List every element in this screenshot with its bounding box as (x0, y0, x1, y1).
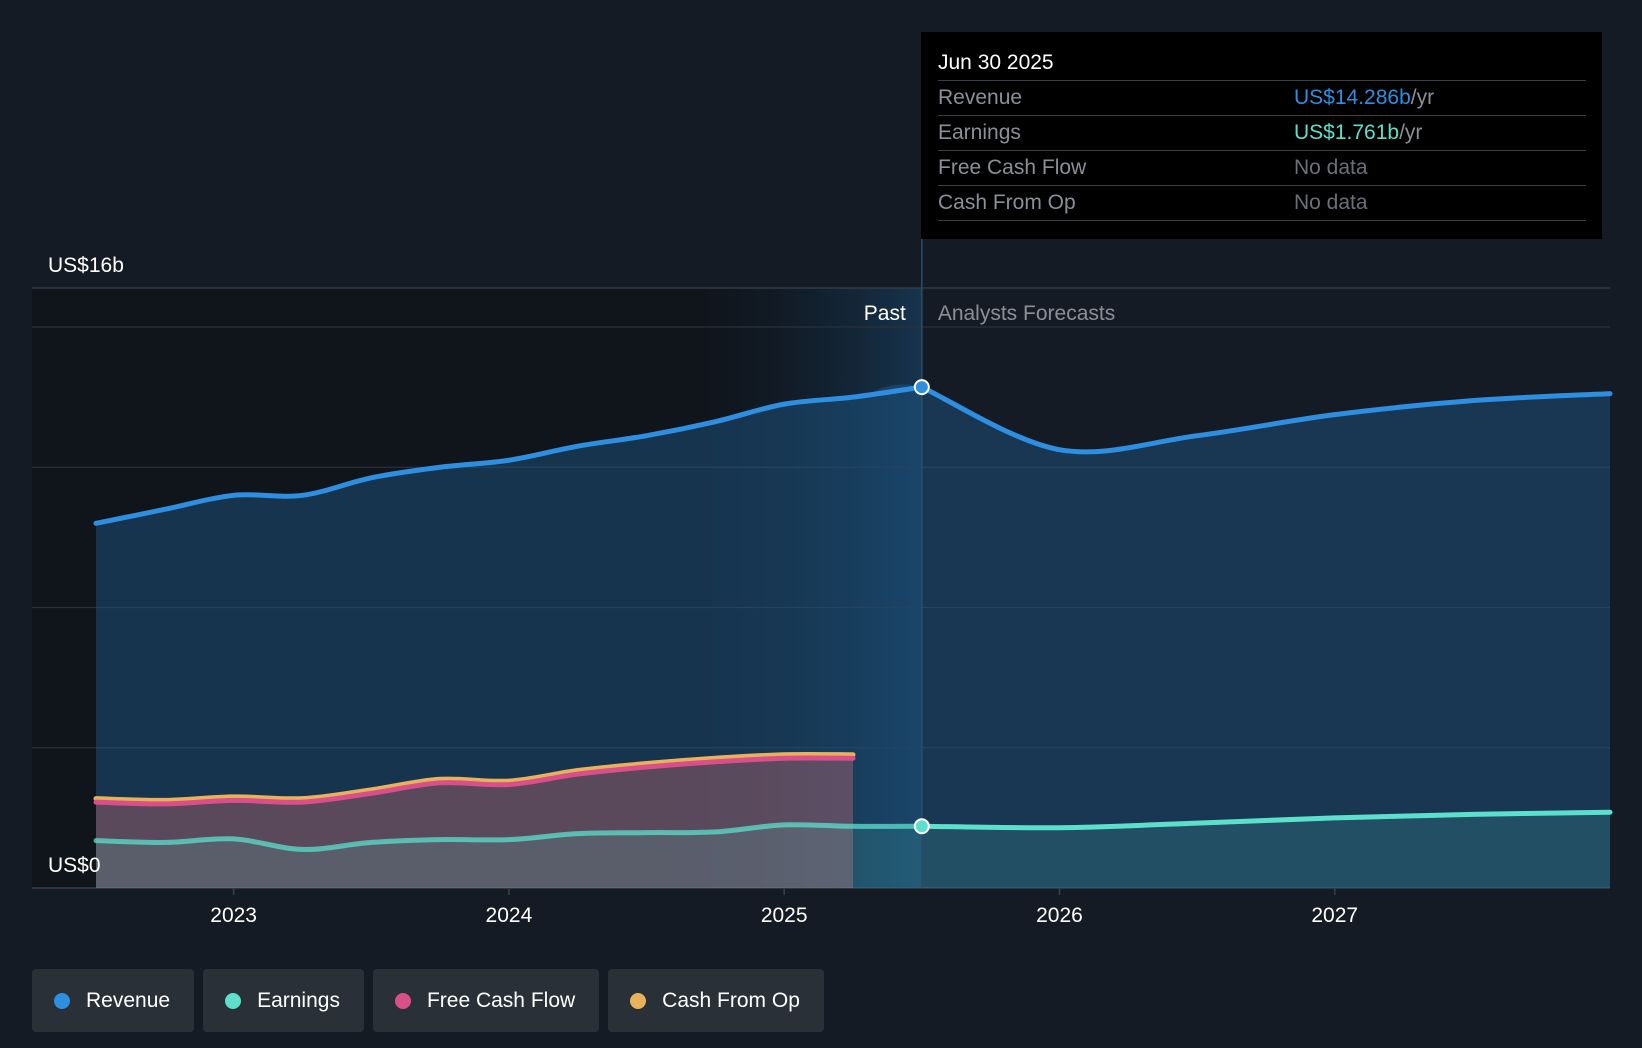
cash-from-op-dot-icon (630, 992, 647, 1009)
x-tick-label: 2023 (210, 904, 257, 927)
legend-label: Free Cash Flow (426, 988, 576, 1012)
earnings-line (93, 822, 925, 852)
legend-item-earnings[interactable]: Earnings (203, 969, 364, 1032)
tooltip-unit: /yr (1399, 121, 1423, 144)
past-shade (646, 288, 922, 888)
free-cash-flow-line (93, 755, 856, 807)
x-tick-label: 2027 (1311, 904, 1358, 927)
y-axis-zero-label: US$0 (48, 854, 101, 877)
tooltip-value: No data (1294, 191, 1368, 214)
cash-from-op-line (93, 752, 856, 803)
earnings-dot-icon (225, 992, 242, 1009)
legend: Revenue Earnings Free Cash Flow Cash Fro… (32, 969, 824, 1032)
tooltip: Jun 30 2025 Revenue US$14.286b /yr Earni… (921, 32, 1602, 239)
legend-label: Earnings (257, 988, 340, 1012)
x-tick-label: 2024 (486, 904, 533, 927)
revenue-area (96, 384, 1610, 888)
series-lines (93, 384, 1613, 852)
revenue-dot-icon (54, 992, 70, 1009)
tooltip-row-revenue: Revenue US$14.286b /yr (938, 81, 1586, 116)
legend-item-revenue[interactable]: Revenue (32, 969, 195, 1032)
past-label: Past (864, 302, 906, 325)
x-axis-ticks: 2023 2024 2025 2026 2027 (210, 888, 1358, 927)
tooltip-label: Cash From Op (938, 191, 1076, 214)
hover-markers (913, 379, 930, 835)
tooltip-row-cash-from-op: Cash From Op No data (938, 186, 1586, 221)
x-tick-label: 2026 (1036, 904, 1083, 927)
legend-item-cash-from-op[interactable]: Cash From Op (608, 969, 824, 1032)
x-tick-label: 2025 (761, 904, 808, 927)
free-cash-flow-dot-icon (394, 992, 411, 1009)
tooltip-value: US$1.761b (1294, 121, 1400, 144)
revenue-forecast-line (919, 384, 1613, 455)
earnings-forecast-line (919, 809, 1613, 831)
tooltip-unit: /yr (1410, 86, 1435, 109)
earnings-marker (913, 818, 930, 835)
grid-lines (32, 287, 1610, 889)
revenue-line (93, 384, 925, 526)
series-areas (96, 384, 1610, 888)
legend-label: Cash From Op (662, 988, 800, 1012)
free-cash-flow-area (96, 758, 853, 888)
tooltip-label: Earnings (938, 121, 1021, 144)
tooltip-value: No data (1294, 156, 1368, 179)
forecast-label: Analysts Forecasts (938, 302, 1115, 325)
tooltip-label: Revenue (938, 86, 1023, 109)
cash-from-op-area (96, 754, 853, 888)
y-axis-top-label: US$16b (48, 254, 124, 277)
tooltip-value: US$14.286b (1294, 86, 1411, 109)
revenue-marker (913, 379, 930, 396)
earnings-area (96, 812, 1610, 888)
legend-item-free-cash-flow[interactable]: Free Cash Flow (372, 969, 600, 1032)
tooltip-date: Jun 30 2025 (938, 46, 1586, 81)
tooltip-row-earnings: Earnings US$1.761b /yr (938, 116, 1586, 151)
tooltip-label: Free Cash Flow (938, 156, 1087, 179)
tooltip-row-free-cash-flow: Free Cash Flow No data (938, 151, 1586, 186)
legend-label: Revenue (86, 988, 171, 1012)
